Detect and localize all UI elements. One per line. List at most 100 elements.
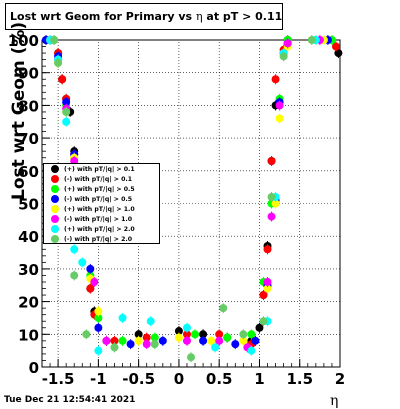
data-point: [94, 346, 103, 355]
data-point: [70, 156, 79, 165]
data-point: [142, 340, 151, 349]
legend-label: (-) with pT/|q| > 1.0: [64, 215, 133, 223]
data-point: [70, 245, 79, 254]
y-tick-label: 60: [18, 163, 39, 181]
data-point: [110, 336, 119, 345]
data-point: [247, 346, 256, 355]
chart-title-symbol: η: [195, 10, 203, 23]
data-point: [215, 330, 224, 339]
x-axis-label: η: [330, 393, 339, 409]
data-point: [219, 304, 228, 313]
legend-marker: [51, 215, 59, 223]
y-tick-label: 90: [18, 65, 39, 83]
legend-marker: [51, 195, 59, 203]
data-point: [94, 323, 103, 332]
legend-item: (-) with pT/|q| > 0.1: [44, 174, 159, 184]
chart-title: Lost wrt Geom for Primary vs η at pT > 0…: [5, 3, 283, 30]
data-point: [70, 271, 79, 280]
data-point: [283, 39, 292, 48]
data-point: [150, 340, 159, 349]
data-point: [211, 343, 220, 352]
x-tick-label: -1: [90, 370, 107, 388]
data-point: [110, 343, 119, 352]
data-point: [86, 284, 95, 293]
legend-marker: [51, 185, 59, 193]
y-tick-label: 70: [18, 130, 39, 148]
data-point: [182, 336, 191, 345]
legend-item: (+) with pT/|q| > 1.0: [44, 204, 159, 214]
data-point: [259, 291, 268, 300]
data-point: [271, 199, 280, 208]
data-point: [82, 330, 91, 339]
legend-marker: [51, 175, 59, 183]
legend-label: (-) with pT/|q| > 0.5: [64, 195, 133, 203]
legend-item: (+) with pT/|q| > 0.1: [44, 164, 159, 174]
data-point: [271, 75, 280, 84]
legend-label: (+) with pT/|q| > 2.0: [64, 225, 135, 233]
legend-item: (+) with pT/|q| > 0.5: [44, 184, 159, 194]
x-tick-label: 1: [254, 370, 264, 388]
data-point: [150, 333, 159, 342]
y-tick-label: 50: [18, 196, 39, 214]
data-point: [223, 333, 232, 342]
data-point: [275, 101, 284, 110]
y-tick-label: 40: [18, 228, 39, 246]
data-point: [267, 156, 276, 165]
data-point: [102, 336, 111, 345]
data-point: [134, 336, 143, 345]
x-tick-label: -1.5: [42, 370, 75, 388]
data-point: [251, 336, 260, 345]
legend-item: (-) with pT/|q| > 1.0: [44, 214, 159, 224]
data-point: [158, 336, 167, 345]
y-tick-label: 20: [18, 294, 39, 312]
data-point: [191, 330, 200, 339]
data-point: [62, 117, 71, 126]
data-point: [259, 317, 268, 326]
data-point: [239, 336, 248, 345]
data-point: [50, 36, 59, 44]
data-point: [275, 114, 284, 123]
data-point: [58, 75, 67, 84]
legend-label: (+) with pT/|q| > 0.5: [64, 185, 135, 193]
y-axis-label: Lost wrt Geom (%): [9, 21, 29, 200]
data-point: [182, 323, 191, 332]
data-point: [78, 258, 87, 267]
timestamp: Tue Dec 21 12:54:41 2021: [4, 395, 136, 405]
data-point: [231, 340, 240, 349]
chart-title-suffix: at pT > 0.11: [206, 10, 283, 23]
data-point: [215, 336, 224, 345]
data-point: [174, 327, 183, 336]
legend-item: (+) with pT/|q| > 2.0: [44, 224, 159, 234]
data-point: [94, 307, 103, 316]
data-point: [255, 323, 264, 332]
y-tick-label: 30: [18, 261, 39, 279]
legend-marker: [51, 205, 59, 213]
y-tick-label: 10: [18, 326, 39, 344]
y-tick-label: 0: [29, 359, 39, 377]
legend-label: (+) with pT/|q| > 0.1: [64, 165, 135, 173]
data-point: [263, 245, 272, 254]
data-point: [182, 330, 191, 339]
data-point: [94, 313, 103, 322]
data-point: [307, 36, 316, 44]
legend-label: (-) with pT/|q| > 2.0: [64, 235, 133, 243]
legend-item: (-) with pT/|q| > 0.5: [44, 194, 159, 204]
data-point: [267, 192, 276, 201]
legend-item: (-) with pT/|q| > 2.0: [44, 234, 159, 244]
y-tick-label: 80: [18, 97, 39, 115]
x-tick-label: 1.5: [286, 370, 313, 388]
legend-marker: [51, 225, 59, 233]
data-point: [331, 42, 340, 51]
chart-title-text: Lost wrt Geom for Primary vs: [10, 10, 193, 23]
legend-marker: [51, 165, 59, 173]
x-tick-label: 0: [174, 370, 184, 388]
data-point: [199, 330, 208, 339]
legend-marker: [51, 235, 59, 243]
data-point: [86, 264, 95, 273]
x-tick-label: 2: [335, 370, 345, 388]
data-point: [142, 333, 151, 342]
x-tick-label: 0.5: [206, 370, 233, 388]
data-point: [118, 313, 127, 322]
data-point: [54, 58, 63, 67]
